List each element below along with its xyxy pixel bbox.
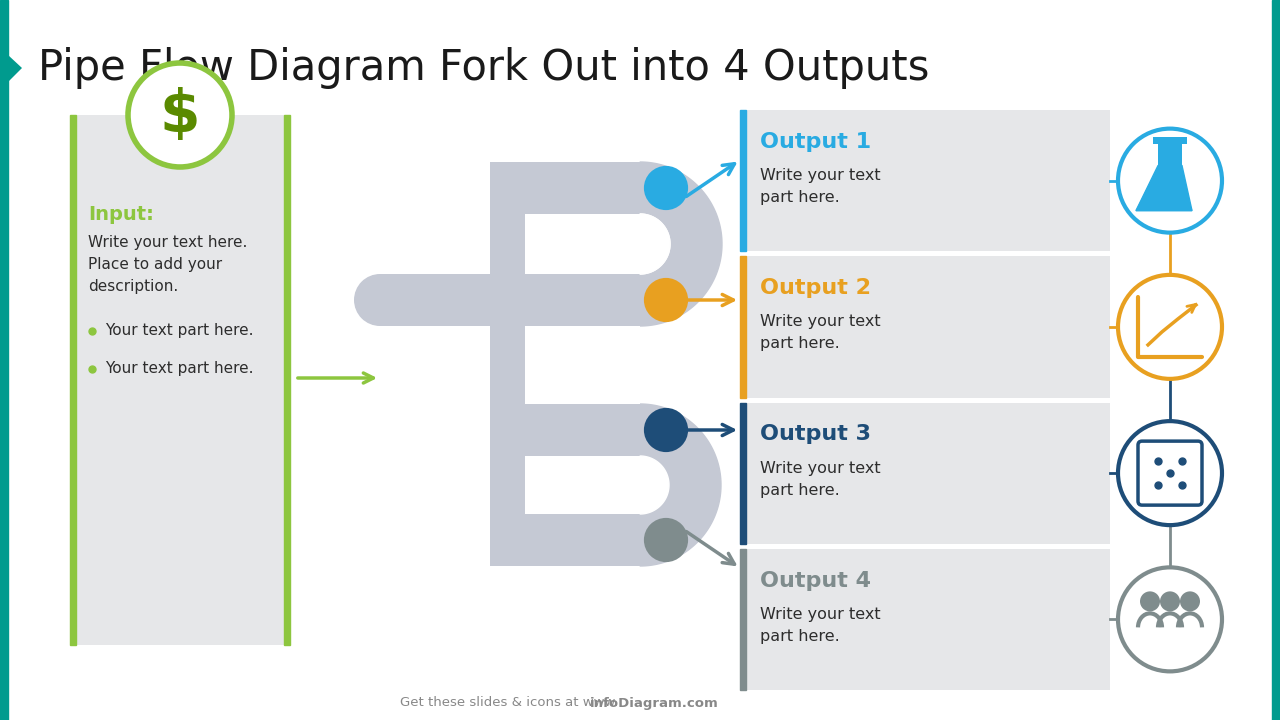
- Text: Write your text: Write your text: [760, 461, 881, 475]
- Polygon shape: [640, 162, 722, 326]
- Bar: [525, 214, 640, 274]
- Bar: [740, 110, 746, 251]
- Bar: [740, 549, 1110, 690]
- Bar: [284, 115, 291, 645]
- Circle shape: [1117, 567, 1222, 671]
- Circle shape: [614, 162, 666, 214]
- Circle shape: [614, 514, 666, 566]
- Circle shape: [128, 63, 232, 167]
- Circle shape: [355, 274, 406, 326]
- Circle shape: [1117, 275, 1222, 379]
- Bar: [530, 274, 640, 326]
- Bar: [740, 256, 746, 397]
- Bar: [525, 326, 640, 404]
- Bar: [530, 162, 640, 214]
- Bar: [740, 549, 746, 690]
- Bar: [70, 115, 76, 645]
- Text: infoDiagram.com: infoDiagram.com: [590, 696, 719, 709]
- Text: Write your text: Write your text: [760, 314, 881, 329]
- Polygon shape: [640, 456, 669, 514]
- Polygon shape: [640, 404, 721, 566]
- Circle shape: [1180, 591, 1201, 611]
- Circle shape: [1117, 421, 1222, 525]
- Bar: [530, 404, 640, 456]
- Text: part here.: part here.: [760, 629, 840, 644]
- Text: Output 3: Output 3: [760, 425, 870, 444]
- Text: part here.: part here.: [760, 190, 840, 205]
- Bar: [530, 514, 640, 566]
- Circle shape: [644, 518, 689, 562]
- Bar: [740, 110, 1110, 251]
- Text: Input:: Input:: [88, 205, 154, 224]
- Text: Pipe Flow Diagram Fork Out into 4 Outputs: Pipe Flow Diagram Fork Out into 4 Output…: [38, 47, 929, 89]
- Text: $: $: [160, 86, 200, 143]
- Polygon shape: [1137, 189, 1192, 211]
- Text: Place to add your: Place to add your: [88, 257, 223, 272]
- Text: Write your text here.: Write your text here.: [88, 235, 247, 250]
- Text: Write your text: Write your text: [760, 607, 881, 622]
- Circle shape: [614, 404, 666, 456]
- Circle shape: [1117, 129, 1222, 233]
- Polygon shape: [640, 214, 669, 274]
- Text: Output 2: Output 2: [760, 278, 870, 298]
- Polygon shape: [8, 55, 22, 82]
- Circle shape: [1160, 591, 1180, 611]
- Bar: [1272, 0, 1280, 720]
- Polygon shape: [1137, 166, 1192, 211]
- Circle shape: [1140, 591, 1160, 611]
- Circle shape: [614, 274, 666, 326]
- Bar: [740, 402, 1110, 544]
- Text: Your text part here.: Your text part here.: [105, 361, 253, 376]
- Bar: [490, 162, 530, 566]
- Bar: [1158, 143, 1181, 166]
- Bar: [525, 456, 640, 514]
- Circle shape: [644, 166, 689, 210]
- Bar: [740, 402, 746, 544]
- Bar: [380, 274, 530, 326]
- Bar: [70, 115, 291, 645]
- Bar: [740, 256, 1110, 397]
- Text: Write your text: Write your text: [760, 168, 881, 183]
- Circle shape: [644, 278, 689, 322]
- Text: part here.: part here.: [760, 482, 840, 498]
- Text: description.: description.: [88, 279, 178, 294]
- Text: Your text part here.: Your text part here.: [105, 323, 253, 338]
- Bar: [1153, 137, 1187, 143]
- Text: part here.: part here.: [760, 336, 840, 351]
- Text: Output 1: Output 1: [760, 132, 872, 152]
- Text: Output 4: Output 4: [760, 571, 870, 590]
- Polygon shape: [640, 214, 669, 274]
- Text: Get these slides & icons at www.: Get these slides & icons at www.: [399, 696, 618, 709]
- Circle shape: [644, 408, 689, 452]
- Bar: [0, 0, 8, 720]
